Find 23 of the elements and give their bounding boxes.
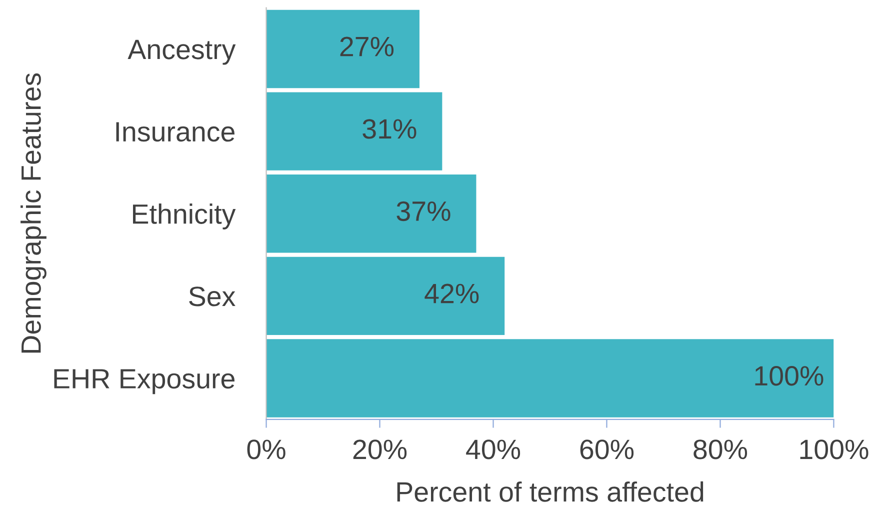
data-label: 100%: [755, 366, 824, 386]
data-label: 27%: [340, 36, 394, 56]
data-label: 31%: [362, 119, 416, 139]
x-axis-title: Percent of terms affected: [397, 481, 704, 502]
x-tick-label: 80%: [694, 440, 748, 460]
y-tick-label: Ethnicity: [133, 204, 236, 230]
x-tick-label: 40%: [466, 440, 520, 460]
bar: [266, 174, 476, 253]
y-tick-label: EHR Exposure: [54, 369, 234, 394]
x-tick-label: 60%: [580, 440, 634, 460]
x-tick-label: 20%: [353, 440, 407, 460]
x-tick-label: 0%: [247, 440, 286, 460]
data-label: 37%: [396, 201, 450, 222]
y-tick-label: Sex: [189, 286, 236, 306]
bar: [266, 92, 442, 170]
data-label: 42%: [424, 284, 479, 304]
y-tick-label: Insurance: [116, 122, 234, 142]
bar: [266, 256, 505, 336]
y-tick-label: Ancestry: [128, 40, 236, 65]
bar: [266, 10, 420, 88]
bar: [266, 339, 834, 418]
x-tick-label: 100%: [800, 440, 868, 460]
y-axis-title: Demographic Features: [20, 73, 46, 353]
